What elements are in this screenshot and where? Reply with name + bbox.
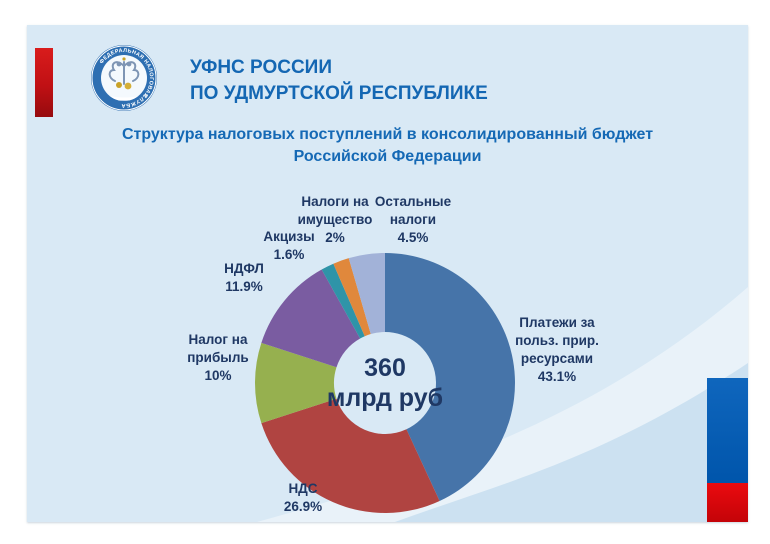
flag-accent-blue: [707, 378, 748, 483]
chart-center-unit: млрд руб: [326, 384, 444, 412]
chart-title-line1: Структура налоговых поступлений в консол…: [121, 126, 654, 143]
segment-label-akcizy: Акцизы 1.6%: [249, 228, 329, 264]
page-title: УФНС РОССИИ ПО УДМУРТСКОЙ РЕСПУБЛИКЕ: [190, 55, 710, 107]
segment-pct: 1.6%: [273, 247, 305, 262]
pie-segment-5: [321, 263, 365, 339]
chart-title: Структура налоговых поступлений в консол…: [27, 124, 748, 168]
segment-label-imushestvo: Налоги на имущество 2%: [289, 193, 381, 247]
pie-segment-1: [385, 253, 515, 501]
segment-pct: 26.9%: [283, 499, 323, 514]
segment-pct: 10%: [204, 368, 232, 383]
flag-accent-bar: [707, 378, 748, 522]
chart-center-value: 360: [364, 354, 406, 382]
pie-segment-4: [261, 269, 361, 368]
segment-pct: 2%: [325, 230, 345, 245]
segment-pct: 11.9%: [225, 279, 263, 294]
slide: ФЕДЕРАЛЬНАЯ НАЛОГОВАЯ СЛУЖБА: [27, 25, 748, 522]
segment-pct: 4.5%: [397, 230, 429, 245]
segment-label-platezhi: Платежи за польз. прир. ресурсами 43.1%: [502, 314, 612, 386]
pie-segment-2: [261, 398, 440, 513]
pie-segment-6: [333, 258, 371, 337]
page-title-line1: УФНС РОССИИ: [190, 57, 332, 78]
chart-center-total: 360 млрд руб: [285, 353, 485, 413]
segment-label-ndfl: НДФЛ 11.9%: [204, 260, 284, 296]
red-accent-bar: [35, 48, 53, 117]
fts-emblem-icon: ФЕДЕРАЛЬНАЯ НАЛОГОВАЯ СЛУЖБА: [91, 45, 157, 111]
segment-label-ostalnye: Остальные налоги 4.5%: [367, 193, 459, 247]
segment-label-pribyl: Налог на прибыль 10%: [173, 331, 263, 385]
flag-accent-red: [707, 483, 748, 522]
donut-chart: [254, 253, 515, 513]
pie-segment-3: [254, 342, 337, 424]
pie-segment-7: [348, 253, 385, 335]
page-title-line2: ПО УДМУРТСКОЙ РЕСПУБЛИКЕ: [190, 83, 488, 104]
segment-pct: 43.1%: [537, 369, 577, 384]
fts-emblem-logo: ФЕДЕРАЛЬНАЯ НАЛОГОВАЯ СЛУЖБА: [90, 44, 158, 112]
segment-label-nds: НДС 26.9%: [263, 480, 343, 516]
chart-title-line2: Российской Федерации: [293, 148, 482, 165]
